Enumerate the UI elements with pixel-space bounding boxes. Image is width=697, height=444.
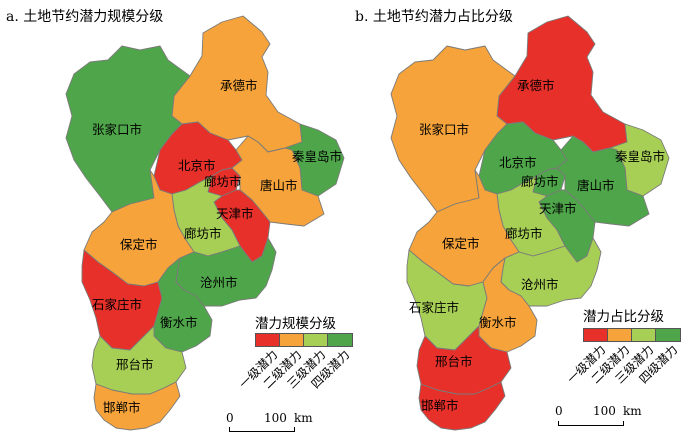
city-label-handan: 邯郸市 <box>103 400 141 415</box>
legend-swatch-4 <box>656 329 680 341</box>
region-cangzhou <box>500 237 602 307</box>
city-label-baoding: 保定市 <box>442 236 480 251</box>
city-label-zhangjiakou: 张家口市 <box>92 122 142 137</box>
city-label-handan: 邯郸市 <box>421 398 459 413</box>
panel-title: b. 土地节约潜力占比分级 <box>355 9 513 25</box>
scale-distance: 100 <box>264 411 287 425</box>
legend-swatch-2 <box>280 334 304 346</box>
city-label-xingtai: 邢台市 <box>116 357 154 372</box>
city-label-langfang-s: 廊坊市 <box>505 226 543 241</box>
city-label-langfang-n: 廊坊市 <box>204 174 242 189</box>
legend-swatch-4 <box>328 334 352 346</box>
city-label-xingtai: 邢台市 <box>435 354 473 369</box>
panel-title: a. 土地节约潜力规模分级 <box>6 9 164 25</box>
region-xingtai <box>91 325 187 395</box>
city-label-beijing: 北京市 <box>178 158 216 173</box>
city-label-hengshui: 衡水市 <box>479 315 517 330</box>
city-label-qinhuangdao: 秦皇岛市 <box>292 149 342 164</box>
city-label-cangzhou: 沧州市 <box>521 277 559 292</box>
city-label-zhangjiakou: 张家口市 <box>419 122 469 137</box>
scale-distance: 100 <box>593 404 616 418</box>
scale-zero: 0 <box>555 404 563 418</box>
city-label-shijiazhuang: 石家庄市 <box>92 297 142 312</box>
scale-unit: km <box>294 411 313 425</box>
city-label-chengde: 承德市 <box>517 78 555 93</box>
legend-title: 潜力占比分级 <box>583 309 664 325</box>
scale-bar <box>558 421 624 426</box>
region-hengshui <box>478 257 538 353</box>
city-label-tianjin: 天津市 <box>216 206 254 221</box>
region-cangzhou <box>175 237 277 307</box>
city-label-cangzhou: 沧州市 <box>200 275 238 290</box>
scale-unit: km <box>623 404 642 418</box>
region-hengshui <box>153 257 213 353</box>
legend-swatch-1 <box>256 334 280 346</box>
city-label-tangshan: 唐山市 <box>260 178 298 193</box>
map-panel-b: b. 土地节约潜力占比分级 承德市 张家口市 秦皇岛市 北京市 廊坊市 唐山市 天津市 廊坊市… <box>349 0 697 444</box>
legend-swatch-1 <box>584 329 608 341</box>
city-label-shijiazhuang: 石家庄市 <box>409 300 459 315</box>
city-label-langfang-s: 廊坊市 <box>184 226 222 241</box>
city-label-tangshan: 唐山市 <box>577 178 615 193</box>
legend-swatch-2 <box>608 329 632 341</box>
city-label-chengde: 承德市 <box>220 78 258 93</box>
scale-zero: 0 <box>226 411 234 425</box>
city-label-beijing: 北京市 <box>499 155 537 170</box>
city-label-hengshui: 衡水市 <box>160 315 198 330</box>
legend-title: 潜力规模分级 <box>255 316 336 332</box>
legend-swatch-3 <box>632 329 656 341</box>
legend-color-bar <box>583 328 681 342</box>
city-label-qinhuangdao: 秦皇岛市 <box>615 149 665 164</box>
region-handan <box>93 381 181 431</box>
region-handan <box>418 381 506 431</box>
legend-color-bar <box>255 333 353 347</box>
city-label-baoding: 保定市 <box>120 237 158 252</box>
city-label-tianjin: 天津市 <box>539 201 577 216</box>
scale-bar <box>229 427 295 432</box>
region-xingtai <box>416 325 512 395</box>
city-label-langfang-n: 廊坊市 <box>521 174 559 189</box>
legend-swatch-3 <box>304 334 328 346</box>
map-panel-a: a. 土地节约潜力规模分级 承德市 张家口市 秦皇岛市 北京市 廊坊市 唐山市 天津市 廊坊市… <box>0 0 353 444</box>
